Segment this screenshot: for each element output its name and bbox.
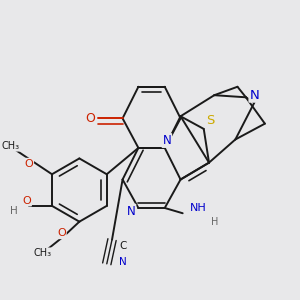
- Text: C: C: [119, 242, 126, 251]
- Text: CH₃: CH₃: [2, 141, 20, 151]
- Text: N: N: [163, 134, 171, 147]
- Text: H: H: [10, 206, 18, 216]
- Text: O: O: [57, 228, 66, 238]
- Text: NH: NH: [190, 203, 207, 213]
- Text: H: H: [211, 217, 218, 227]
- Text: CH₃: CH₃: [33, 248, 52, 258]
- Text: O: O: [24, 159, 33, 169]
- Text: O: O: [22, 196, 31, 206]
- Text: O: O: [85, 112, 95, 125]
- Text: N: N: [127, 205, 135, 218]
- Text: N: N: [119, 257, 127, 267]
- Text: N: N: [250, 89, 259, 102]
- Text: S: S: [206, 114, 214, 127]
